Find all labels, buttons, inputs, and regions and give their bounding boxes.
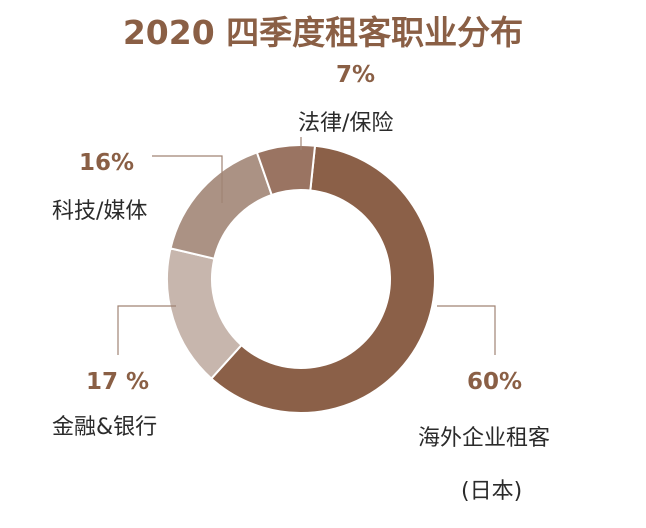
data-label-finance: 17 % (86, 369, 150, 395)
category-label-tech: 科技/媒体 (52, 199, 148, 224)
leader-lines (117, 137, 496, 355)
slice-foreign (209, 144, 436, 414)
leader-line-tech (152, 155, 223, 203)
category-label-legal: 法律/保险 (298, 111, 394, 136)
slice-tech (169, 151, 274, 260)
donut-slices (166, 144, 436, 414)
chart-title: 2020 四季度租客职业分布 (122, 13, 524, 52)
leader-line-foreign (437, 305, 496, 355)
leader-line-finance (117, 305, 176, 355)
category-label-foreign: 海外企业租客 (418, 426, 551, 451)
category-label-foreign-sub: (日本) (461, 479, 523, 504)
slice-legal (255, 144, 317, 197)
data-label-tech: 16% (79, 150, 135, 176)
data-label-legal: 7% (336, 62, 376, 88)
category-label-finance: 金融&银行 (52, 415, 158, 440)
data-label-foreign: 60% (467, 369, 523, 395)
